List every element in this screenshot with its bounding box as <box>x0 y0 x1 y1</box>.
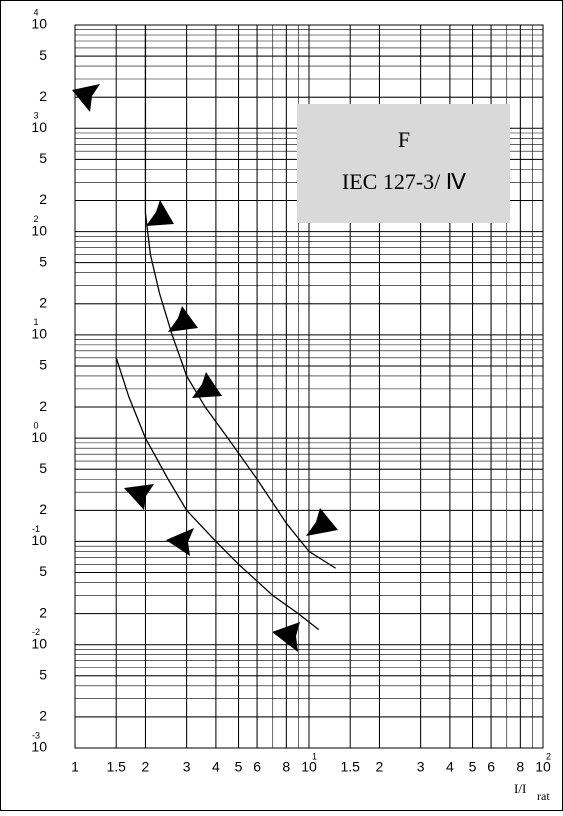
y-tick-label: 10 <box>31 222 47 238</box>
x-tick-label: 3 <box>417 759 425 775</box>
y-tick-exponent: -3 <box>32 730 40 740</box>
x-tick-label: 4 <box>446 759 454 775</box>
x-tick-label: 8 <box>282 759 290 775</box>
x-tick-label: 4 <box>212 759 220 775</box>
x-tick-label: 6 <box>487 759 495 775</box>
curve <box>144 25 337 569</box>
arrow <box>306 508 338 536</box>
x-tick-label: 1.5 <box>106 759 126 775</box>
y-tick-label: 5 <box>39 667 47 683</box>
y-tick-label: 2 <box>39 708 47 724</box>
y-tick-label: 10 <box>31 16 47 32</box>
y-tick-label: 10 <box>31 739 47 755</box>
y-tick-label: 2 <box>39 294 47 310</box>
y-tick-label: 5 <box>39 253 47 269</box>
x-tick-label: 2 <box>142 759 150 775</box>
x-tick-label: 2 <box>376 759 384 775</box>
y-tick-exponent: 4 <box>33 7 38 17</box>
y-tick-label: 10 <box>31 532 47 548</box>
y-tick-exponent: -2 <box>32 627 40 637</box>
y-tick-label: 10 <box>31 119 47 135</box>
arrow <box>168 306 198 332</box>
y-tick-label: 5 <box>39 357 47 373</box>
y-tick-label: 2 <box>39 191 47 207</box>
x-axis-label: I/I <box>514 781 526 796</box>
y-tick-label: 2 <box>39 398 47 414</box>
y-tick-exponent: 1 <box>33 317 38 327</box>
y-tick-label: 2 <box>39 501 47 517</box>
x-tick-label: 1.5 <box>340 759 360 775</box>
y-tick-label: 5 <box>39 47 47 63</box>
info-box <box>297 104 510 223</box>
y-tick-label: 5 <box>39 563 47 579</box>
y-tick-label: 5 <box>39 150 47 166</box>
y-tick-label: 10 <box>31 635 47 651</box>
x-tick-label: 5 <box>469 759 477 775</box>
x-tick-exponent: 1 <box>312 751 317 761</box>
x-tick-label: 3 <box>183 759 191 775</box>
y-tick-exponent: -1 <box>32 524 40 534</box>
x-tick-label: 10 <box>535 759 551 775</box>
y-tick-exponent: 2 <box>33 214 38 224</box>
x-tick-label: 1 <box>71 759 79 775</box>
arrow <box>272 622 300 652</box>
y-tick-label: 10 <box>31 429 47 445</box>
arrows <box>72 84 338 652</box>
box-title: F <box>398 127 410 152</box>
y-tick-label: 2 <box>39 88 47 104</box>
curve <box>115 357 320 631</box>
arrow <box>192 372 222 398</box>
y-tick-label: 5 <box>39 460 47 476</box>
x-tick-exponent: 2 <box>546 751 551 761</box>
x-axis-label-sub: rat <box>537 789 550 803</box>
x-tick-label: 8 <box>516 759 524 775</box>
y-tick-label: 2 <box>39 604 47 620</box>
y-tick-label: 10 <box>31 326 47 342</box>
y-tick-exponent: 3 <box>33 111 38 121</box>
box-subtitle: IEC 127-3/ Ⅳ <box>342 169 467 194</box>
arrow <box>72 84 100 112</box>
x-tick-label: 6 <box>253 759 261 775</box>
y-tick-exponent: 0 <box>33 421 38 431</box>
arrow <box>166 528 194 556</box>
arrow <box>124 484 154 510</box>
x-tick-label: 10 <box>301 759 317 775</box>
arrow <box>146 200 174 226</box>
x-tick-label: 5 <box>235 759 243 775</box>
